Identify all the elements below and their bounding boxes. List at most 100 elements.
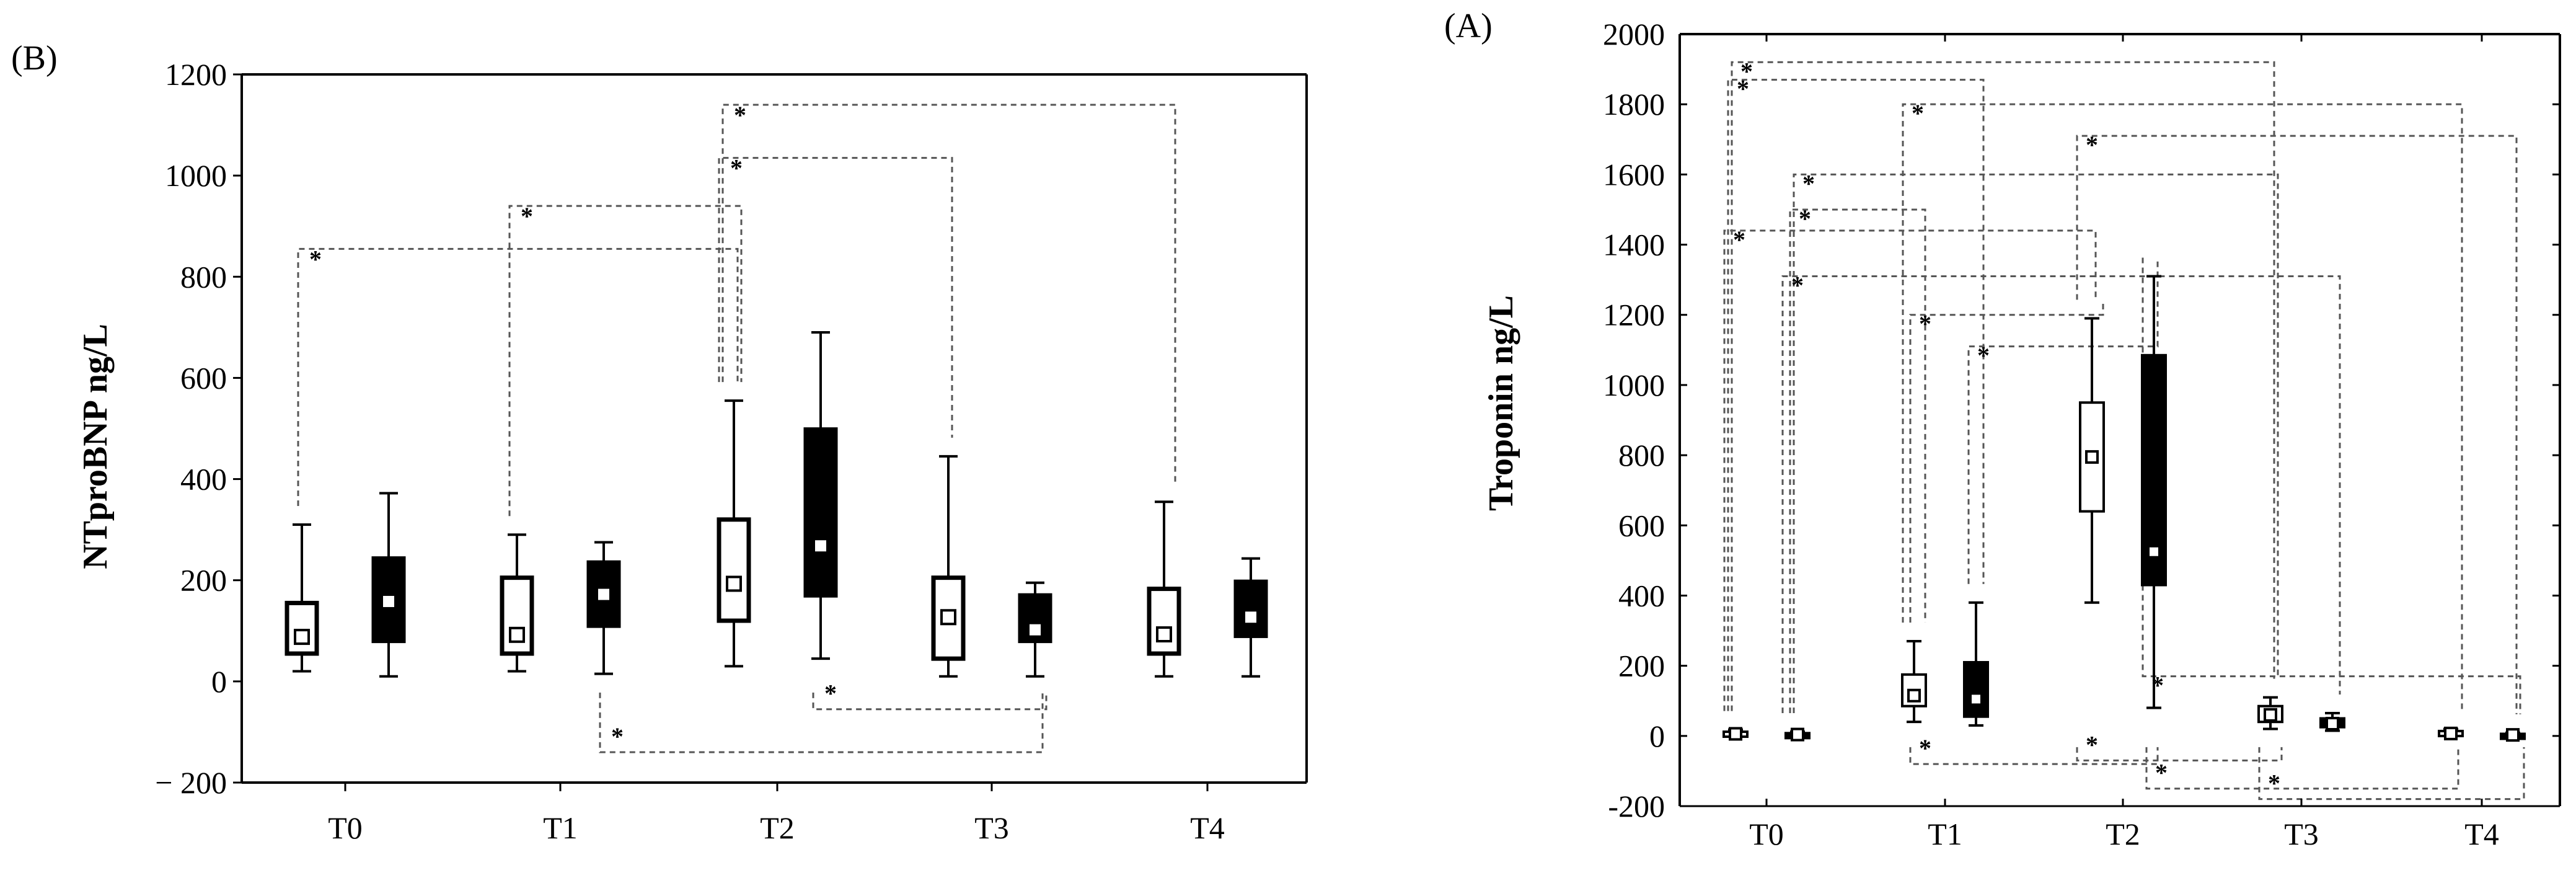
- panel-b-label: (B): [11, 39, 58, 78]
- panel-b-significance-bracket: [812, 692, 1048, 711]
- panel-a-significance-bracket: [2142, 257, 2521, 714]
- panel-b-box-t3-black: [1018, 581, 1052, 678]
- median-marker: [381, 593, 397, 610]
- panel-a-box-t0-white: [1722, 727, 1749, 741]
- panel-a-box-t3-white: [2257, 696, 2283, 730]
- panel-b-significance-star: *: [309, 245, 322, 273]
- median-marker: [2506, 728, 2520, 742]
- panel-b-category-t0: T0: [328, 810, 363, 845]
- median-marker: [1791, 727, 1804, 742]
- panel-b-y-tick-label: 800: [180, 259, 227, 294]
- median-marker: [2264, 708, 2277, 722]
- panel-b-significance-bracket: [721, 104, 1176, 484]
- panel-b-significance-bracket: [718, 157, 953, 438]
- panel-a-label: (A): [1444, 7, 1493, 45]
- panel-a-y-tick-label: 400: [1618, 578, 1665, 613]
- panel-b-significance-bracket: [599, 692, 1044, 753]
- median-marker: [294, 629, 310, 646]
- panel-a-significance-star: *: [1740, 57, 1753, 85]
- panel-b-plot: * * * * * * − 200 0 200 400 600 800 1000 1200: [155, 57, 1308, 800]
- panel-a-y-tick-label: 1600: [1603, 157, 1665, 192]
- panel-b-category-t2: T2: [760, 810, 795, 845]
- panel-b-significance-bracket: [297, 247, 739, 506]
- iqr-box: [285, 600, 319, 656]
- panel-b-category-t4: T4: [1190, 810, 1225, 845]
- panel-a-significance-bracket: [1723, 229, 2097, 711]
- panel-a-box-t4-black: [2500, 728, 2526, 742]
- median-marker: [596, 586, 612, 603]
- panel-b-box-t3-white: [931, 455, 966, 678]
- panel-a-significance-star: *: [2086, 131, 2098, 159]
- panel-a-significance-star: *: [1791, 271, 1804, 299]
- panel-b-y-axis-label: NTproBNP ng/L: [76, 324, 115, 569]
- panel-a-box-t2-black: [2141, 275, 2167, 709]
- panel-a-box-t1-white: [1901, 640, 1927, 724]
- panel-a-category-t4: T4: [2464, 817, 2499, 851]
- panel-b-category-t3: T3: [974, 810, 1009, 845]
- panel-a-category-t2: T2: [2106, 817, 2140, 851]
- panel-a-significance-star: *: [1919, 734, 1931, 762]
- iqr-box: [1018, 593, 1052, 644]
- panel-a-significance-bracket: [1909, 300, 2104, 623]
- panel-b-significance-star: *: [521, 202, 533, 230]
- panel-a-significance-bracket: [1781, 275, 2341, 714]
- panel-a-significance-star: *: [2086, 730, 2098, 758]
- panel-a-box-t2-white: [2079, 317, 2105, 604]
- median-marker: [2147, 544, 2161, 559]
- panel-a-box-t4-white: [2438, 726, 2464, 740]
- panel-a-significance-star: *: [2155, 759, 2168, 787]
- panel-a-significance-star: *: [2268, 770, 2280, 797]
- panel-a-significance-bracket: [2258, 747, 2525, 801]
- panel-b-box-t2-black: [803, 331, 838, 660]
- panel-a-plot: ************** *-200020040060080010001200…: [1603, 17, 2561, 823]
- panel-a-significance-bracket: [1909, 747, 2159, 765]
- panel-a-significance-star: *: [1737, 75, 1749, 103]
- panel-b-y-tick-label: 0: [211, 664, 227, 699]
- panel-b-box-t1-black: [586, 541, 621, 675]
- median-marker: [1156, 626, 1172, 642]
- panel-a-box-t1-black: [1963, 601, 1989, 727]
- panel-a-category-t0: T0: [1749, 817, 1784, 851]
- panel-b-y-tick-label: 600: [180, 360, 227, 395]
- panel-b-box-t1-white: [500, 533, 534, 673]
- panel-b-significance-star: *: [734, 101, 746, 129]
- panel-a-y-tick-label: 600: [1618, 508, 1665, 543]
- panel-b-significance-star: *: [730, 154, 743, 182]
- panel-a-significance-star: *: [1733, 226, 1745, 254]
- median-marker: [1907, 688, 1921, 703]
- panel-a-significance-bracket: [2076, 135, 2518, 714]
- median-marker: [813, 538, 829, 554]
- panel-a-y-tick-label: 800: [1618, 438, 1665, 473]
- panel-a-significance-star: *: [1912, 99, 1924, 127]
- panel-b-box-t0-black: [371, 492, 406, 678]
- panel-a-y-tick-label: 1000: [1603, 368, 1665, 402]
- median-marker: [726, 575, 742, 592]
- iqr-box: [1233, 579, 1268, 638]
- panel-b-box-t2-white: [717, 399, 751, 668]
- panel-b-box-t0-white: [285, 523, 319, 673]
- panel-b: (B) NTproBNP ng/L T0 T1 T2 T3 T4: [11, 39, 1225, 845]
- median-marker: [2326, 717, 2339, 731]
- panel-a-significance-bracket: [1727, 79, 1985, 711]
- panel-a-y-tick-label: 1800: [1603, 87, 1665, 122]
- panel-a-y-tick-label: -200: [1608, 789, 1665, 823]
- panel-b-significance-bracket: [508, 205, 743, 517]
- panel-a-significance-star: *: [1977, 342, 1990, 370]
- panel-a-y-tick-label: 200: [1618, 649, 1665, 683]
- panel-b-significance-star: *: [824, 680, 837, 708]
- panel-b-category-t1: T1: [543, 810, 578, 845]
- panel-b-box-t4-black: [1233, 557, 1268, 678]
- panel-a-significance-bracket: [2076, 747, 2283, 761]
- panel-a-significance-star: *: [1799, 205, 1811, 233]
- panel-b-y-tick-label: 400: [180, 462, 227, 497]
- panel-a-significance-bracket: [2145, 747, 2459, 790]
- median-marker: [940, 609, 956, 626]
- panel-a-box-t3-black: [2319, 712, 2345, 732]
- iqr-box: [1147, 587, 1181, 656]
- median-marker: [1243, 609, 1259, 626]
- panel-a-box-t0-black: [1784, 727, 1811, 742]
- panel-a: (A) Troponin ng/L T0 T1 T2 T3 T4: [1444, 7, 2499, 851]
- median-marker: [509, 626, 525, 643]
- median-marker: [1969, 692, 1983, 706]
